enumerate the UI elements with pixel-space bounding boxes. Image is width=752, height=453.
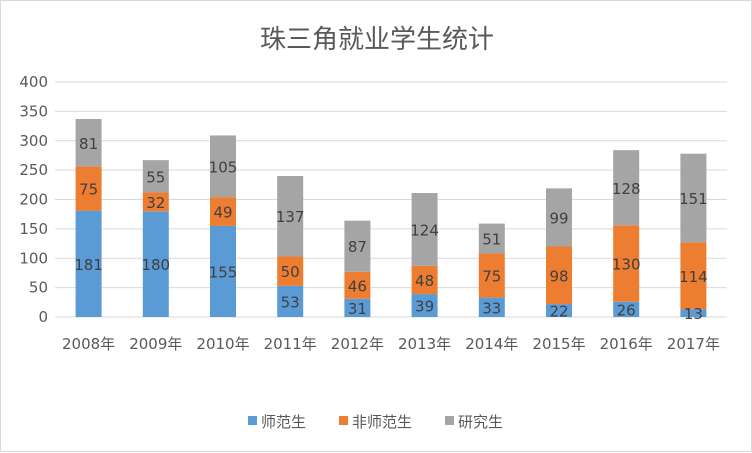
- bar-segment: [478, 297, 505, 317]
- data-label: 137: [276, 208, 305, 226]
- x-tick-label: 2012年: [331, 335, 384, 353]
- data-label: 105: [209, 158, 238, 176]
- legend-swatch: [445, 416, 454, 425]
- data-label: 39: [415, 298, 434, 316]
- data-label: 99: [549, 209, 568, 227]
- y-axis-ticks: 0 50 100 150 200 250 300 350 400: [19, 73, 48, 326]
- data-label: 130: [612, 256, 641, 274]
- y-tick-label: 400: [19, 73, 48, 91]
- data-label: 48: [415, 272, 434, 290]
- bar-segment: [680, 309, 707, 317]
- data-label: 46: [348, 277, 367, 295]
- legend-swatch: [248, 416, 257, 425]
- y-tick-label: 100: [19, 249, 48, 267]
- data-label: 31: [348, 300, 367, 318]
- bar-segment: [75, 119, 102, 167]
- chart-title: 珠三角就业学生统计: [260, 25, 494, 55]
- x-tick-label: 2011年: [264, 335, 317, 353]
- bar-segment: [478, 253, 505, 298]
- bar-segment: [210, 197, 236, 226]
- legend-swatch: [339, 416, 348, 425]
- legend-label: 师范生: [261, 413, 306, 431]
- bar-segment: [210, 135, 236, 198]
- data-label: 22: [549, 303, 568, 321]
- data-label: 81: [79, 135, 98, 153]
- data-label: 75: [482, 268, 501, 286]
- bar-segment: [411, 265, 438, 295]
- bar-segment: [142, 160, 169, 193]
- data-label: 128: [612, 180, 641, 198]
- bar-segment: [680, 153, 707, 243]
- data-label: 114: [679, 268, 708, 286]
- bar-segment: [210, 225, 236, 317]
- bar-segment: [546, 304, 572, 317]
- bar-segment: [344, 220, 371, 272]
- bar-segment: [142, 211, 169, 317]
- bar-segment: [546, 188, 572, 247]
- data-label: 180: [141, 256, 170, 274]
- x-tick-label: 2014年: [465, 335, 518, 353]
- data-label: 155: [209, 263, 238, 281]
- x-axis-ticks: 2008年 2009年 2010年 2011年 2012年 2013年 2014年 2015年…: [62, 335, 720, 353]
- y-tick-label: 150: [19, 220, 48, 238]
- bar-segment: [613, 301, 640, 317]
- x-tick-label: 2013年: [398, 335, 451, 353]
- bar-segment: [277, 285, 304, 317]
- bar-segment: [277, 256, 304, 286]
- y-tick-label: 0: [38, 308, 48, 326]
- legend-label: 非师范生: [352, 413, 412, 431]
- y-tick-label: 200: [19, 191, 48, 209]
- x-tick-label: 2017年: [667, 335, 720, 353]
- data-label: 32: [146, 194, 165, 212]
- legend-label: 研究生: [458, 413, 503, 431]
- bar-segment: [344, 271, 371, 299]
- data-label: 55: [146, 168, 165, 186]
- bar-segment: [478, 223, 505, 254]
- data-label: 87: [348, 238, 367, 256]
- y-tick-label: 250: [19, 161, 48, 179]
- data-label: 51: [482, 231, 501, 249]
- x-tick-label: 2015年: [532, 335, 585, 353]
- data-label: 49: [213, 204, 232, 222]
- x-tick-label: 2009年: [129, 335, 182, 353]
- bar-segment: [75, 210, 102, 317]
- data-label: 50: [281, 263, 300, 281]
- bar-segment: [680, 242, 707, 310]
- data-labels: 181 75 81 180 32 55 155 49 105 53 50 137 31 46 87 39 48 1…: [74, 135, 707, 323]
- data-label: 124: [410, 221, 439, 239]
- data-label: 13: [684, 305, 703, 323]
- data-label: 181: [74, 256, 103, 274]
- bar-segment: [75, 166, 102, 211]
- data-label: 151: [679, 190, 708, 208]
- bar-segment: [411, 294, 438, 317]
- x-tick-label: 2010年: [196, 335, 249, 353]
- data-label: 33: [482, 299, 501, 317]
- y-tick-label: 50: [29, 279, 48, 297]
- bars: [75, 119, 707, 317]
- bar-segment: [613, 225, 640, 302]
- bar-segment: [277, 176, 304, 257]
- data-label: 75: [79, 181, 98, 199]
- bar-segment: [142, 192, 169, 212]
- y-tick-label: 300: [19, 132, 48, 150]
- data-label: 98: [549, 267, 568, 285]
- y-tick-label: 350: [19, 102, 48, 120]
- bar-segment: [344, 298, 371, 317]
- x-tick-label: 2008年: [62, 335, 115, 353]
- x-tick-label: 2016年: [600, 335, 653, 353]
- bar-segment: [613, 150, 640, 226]
- bar-segment: [411, 193, 438, 266]
- data-label: 53: [281, 293, 300, 311]
- legend: 师范生 非师范生 研究生: [248, 413, 503, 431]
- bar-segment: [546, 246, 572, 305]
- data-label: 26: [617, 301, 636, 319]
